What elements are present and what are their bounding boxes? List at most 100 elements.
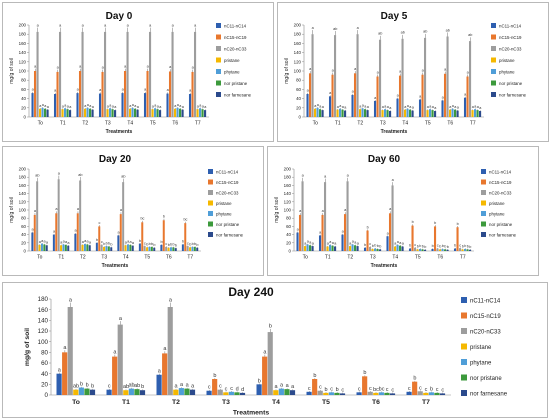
significance-label: b [409,244,411,248]
legend-label: pristane [499,58,515,63]
legend-swatch [491,92,496,97]
bar-nor-pristane-t3 [234,392,240,395]
bar-nor-farnesane-t2 [91,109,94,117]
bar-nor-farnesane-t5 [153,247,156,251]
y-tick-label: 80 [296,78,301,83]
bar-nor-pristane-t2 [184,388,190,395]
legend-label: phytane [489,211,505,216]
bar-nc11-nc14-to [56,373,62,395]
x-tick-label: T5 [425,120,431,126]
x-tick-label: To [313,120,319,126]
bar-nc15-nc19-t2 [353,73,357,117]
significance-label: a [129,240,132,244]
significance-label: a [354,67,357,71]
significance-label: a [367,105,370,109]
legend-swatch [216,57,221,63]
bar-nor-pristane-t6 [179,108,182,117]
significance-label: a [124,65,127,69]
bar-nc20-nc33-t2 [79,180,82,251]
legend-label: pristane [489,201,505,206]
significance-label: c [369,242,371,246]
bar-pristane-t7 [461,249,464,251]
bar-nc15-nc19-t7 [191,71,194,117]
x-tick-label: T3 [380,120,386,126]
x-axis-title: Treatments [371,263,398,269]
bar-nc20-nc33-t1 [57,179,60,251]
bar-nor-farnesane-t5 [159,110,162,117]
bar-nor-farnesane-to [311,246,314,251]
bar-nor-pristane-t1 [341,109,344,117]
bar-nc20-nc33-t2 [81,31,84,117]
bar-nor-pristane-t5 [156,109,159,117]
bar-nc11-nc14-to [296,232,299,251]
y-tick-label: 60 [21,224,26,229]
legend-swatch [461,374,467,381]
significance-label: a [82,240,85,244]
legend-swatch [461,297,467,303]
bar-nc15-nc19-t5 [141,222,144,251]
bar-nor-farnesane-t1 [69,110,72,117]
legend-label: nor pristane [470,376,502,382]
bar-nc11-nc14-t4 [386,236,389,251]
bar-nor-pristane-t1 [66,109,69,117]
significance-label: a [163,346,167,352]
bar-nor-pristane-t3 [376,248,379,251]
bar-pristane-t2 [359,109,362,117]
significance-label: bc [379,386,385,392]
bar-phytane-t3 [384,109,387,117]
bar-nor-farnesane-t6 [389,393,396,395]
bar-nor-farnesane-t6 [456,110,459,117]
significance-label: a [89,240,92,244]
bar-nor-farnesane-t5 [434,111,437,117]
bar-nc15-nc19-t2 [162,353,168,395]
bar-nc20-nc33-t1 [333,35,337,118]
bar-nc11-nc14-t3 [206,390,212,395]
significance-label: a [169,65,172,69]
chart-title: Day 5 [381,11,408,22]
bar-pristane-t3 [381,110,384,117]
significance-label: a [419,94,422,98]
y-tick-label: 120 [38,328,49,335]
bar-nc15-nc19-t3 [98,226,101,251]
significance-label: a [384,104,387,108]
legend-label: nC20-nC33 [216,190,239,195]
y-tick-label: 40 [21,232,26,237]
legend-label: nC15-nC19 [216,180,239,185]
x-tick-label: T7 [460,254,466,260]
y-tick-label: 0 [24,249,27,254]
legend-label: nC15-nC19 [224,35,247,40]
significance-label: a [297,227,300,231]
bar-nc11-nc14-t7 [453,248,457,251]
significance-label: a [82,23,85,27]
significance-label: ab [134,383,140,389]
significance-label: ab [401,31,405,35]
significance-label: a [339,104,342,108]
x-tick-label: T6 [166,254,172,260]
significance-label: a [191,384,195,390]
significance-label: c [425,387,428,393]
legend-swatch [461,312,467,319]
significance-label: a [337,105,340,109]
bar-phytane-t7 [464,248,467,251]
significance-label: b [110,242,112,246]
significance-label: a [192,65,195,69]
legend-label: nC15-nC19 [489,180,512,185]
bar-nc20-nc33-t4 [401,38,404,117]
y-tick-label: 140 [38,318,49,325]
bar-nc11-nc14-t6 [431,248,434,251]
y-tick-label: 0 [24,115,27,120]
significance-label: b [258,378,261,384]
x-tick-label: T5 [415,254,421,260]
significance-label: b [412,220,414,224]
bar-nc11-nc14-t6 [441,100,444,117]
bar-nc15-nc19-t6 [168,71,172,117]
significance-label: a [34,65,37,69]
y-tick-label: 180 [284,175,292,180]
significance-label: ab [121,174,125,178]
x-tick-label: T6 [447,120,453,126]
significance-label: b [108,242,110,246]
significance-label: b [447,245,449,249]
bar-pristane-t1 [60,245,63,251]
y-tick-label: 160 [294,41,302,46]
y-tick-label: 20 [296,105,301,110]
